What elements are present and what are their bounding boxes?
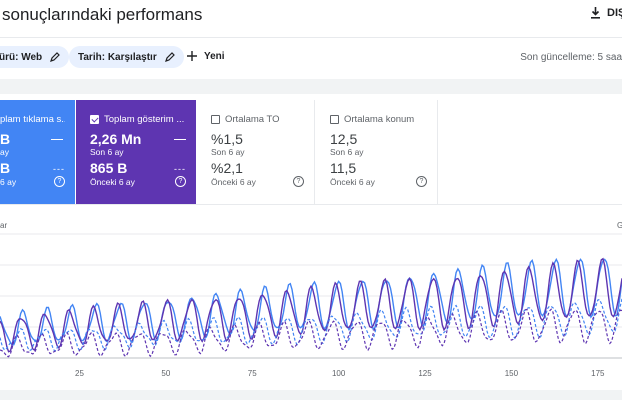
section-divider — [0, 79, 622, 94]
checkbox-checked-icon[interactable] — [90, 115, 99, 124]
metric-value-previous: %2,1 — [211, 160, 243, 176]
metric-value-current: 12,5 — [330, 131, 358, 147]
help-icon[interactable]: ? — [175, 176, 186, 187]
metric-period-current: Son 6 ay — [90, 147, 124, 157]
metric-value-previous: B — [0, 160, 11, 176]
date-chip[interactable]: Tarih: Karşılaştır — [69, 46, 184, 68]
new-filter-button[interactable]: Yeni — [186, 50, 225, 62]
metric-period-previous: Önceki 6 ay — [330, 176, 375, 187]
last-updated: Son güncelleme: 5 saa — [520, 52, 622, 63]
plus-icon — [187, 51, 197, 61]
search-type-chip[interactable]: ürü: Web — [0, 46, 70, 68]
help-icon[interactable]: ? — [416, 176, 427, 187]
metric-card-impressions[interactable]: Toplam gösterim ... 2,26 Mn Son 6 ay 865… — [76, 100, 196, 204]
metric-value-current: 2,26 Mn — [90, 131, 142, 147]
x-tick-label: 75 — [248, 369, 257, 378]
metric-period-previous: 6 ay — [0, 176, 17, 187]
metric-period-previous: Önceki 6 ay — [211, 176, 256, 187]
metric-value-previous: 865 B — [90, 160, 128, 176]
solid-line-legend — [51, 138, 63, 141]
series-line — [0, 298, 622, 352]
help-icon[interactable]: ? — [54, 176, 65, 187]
checkbox-icon[interactable] — [211, 115, 220, 124]
metric-value-previous: 11,5 — [330, 160, 357, 176]
metric-value-current: %1,5 — [211, 131, 243, 147]
x-tick-label: 175 — [591, 369, 605, 378]
series-line — [0, 308, 622, 358]
export-label: DIŞ — [607, 7, 622, 19]
metric-label: Ortalama konum — [344, 114, 415, 125]
download-icon — [591, 7, 600, 19]
metric-card-ctr[interactable]: Ortalama TO %1,5 Son 6 ay %2,1 Önceki 6 … — [197, 100, 315, 204]
metric-period-current: ay — [0, 147, 9, 157]
series-line — [0, 257, 622, 346]
edit-icon — [50, 52, 61, 62]
export-button[interactable]: DIŞ — [590, 7, 622, 19]
left-axis-label: ar — [0, 221, 7, 230]
performance-chart[interactable]: ar G 25 50 75 100 125 150 175 — [0, 214, 622, 390]
metric-card-position[interactable]: Ortalama konum 12,5 Son 6 ay 11,5 Önceki… — [316, 100, 438, 204]
cards-divider — [0, 204, 622, 205]
filter-bar: ürü: Web Tarih: Karşılaştır Yeni Son gün… — [0, 37, 622, 78]
x-tick-label: 25 — [75, 369, 84, 378]
metric-period-current: Son 6 ay — [211, 147, 245, 157]
metric-label: Ortalama TO — [225, 114, 280, 125]
new-filter-label: Yeni — [204, 50, 225, 62]
metric-label: plam tıklama s... — [0, 114, 65, 125]
x-tick-label: 100 — [332, 369, 346, 378]
search-type-chip-label: ürü: Web — [0, 51, 43, 63]
x-tick-label: 150 — [505, 369, 519, 378]
date-chip-label: Tarih: Karşılaştır — [78, 51, 157, 63]
dashed-line-legend: --- — [174, 163, 186, 174]
help-icon[interactable]: ? — [293, 176, 304, 187]
page-title: sonuçlarındaki performans — [2, 5, 203, 24]
metric-period-current: Son 6 ay — [330, 147, 364, 157]
x-tick-label: 125 — [418, 369, 432, 378]
metric-card-clicks[interactable]: plam tıklama s... B ay B --- 6 ay? — [0, 100, 75, 204]
bottom-divider — [0, 390, 622, 400]
right-axis-label: G — [617, 221, 622, 230]
x-tick-label: 50 — [161, 369, 170, 378]
edit-icon — [164, 52, 175, 62]
series-line — [0, 257, 622, 353]
metric-value-current: B — [0, 131, 11, 147]
solid-line-legend — [174, 138, 186, 141]
checkbox-icon[interactable] — [330, 115, 339, 124]
metric-period-previous: Önceki 6 ay — [90, 176, 135, 187]
metric-label: Toplam gösterim ... — [104, 114, 185, 125]
dashed-line-legend: --- — [53, 163, 65, 174]
